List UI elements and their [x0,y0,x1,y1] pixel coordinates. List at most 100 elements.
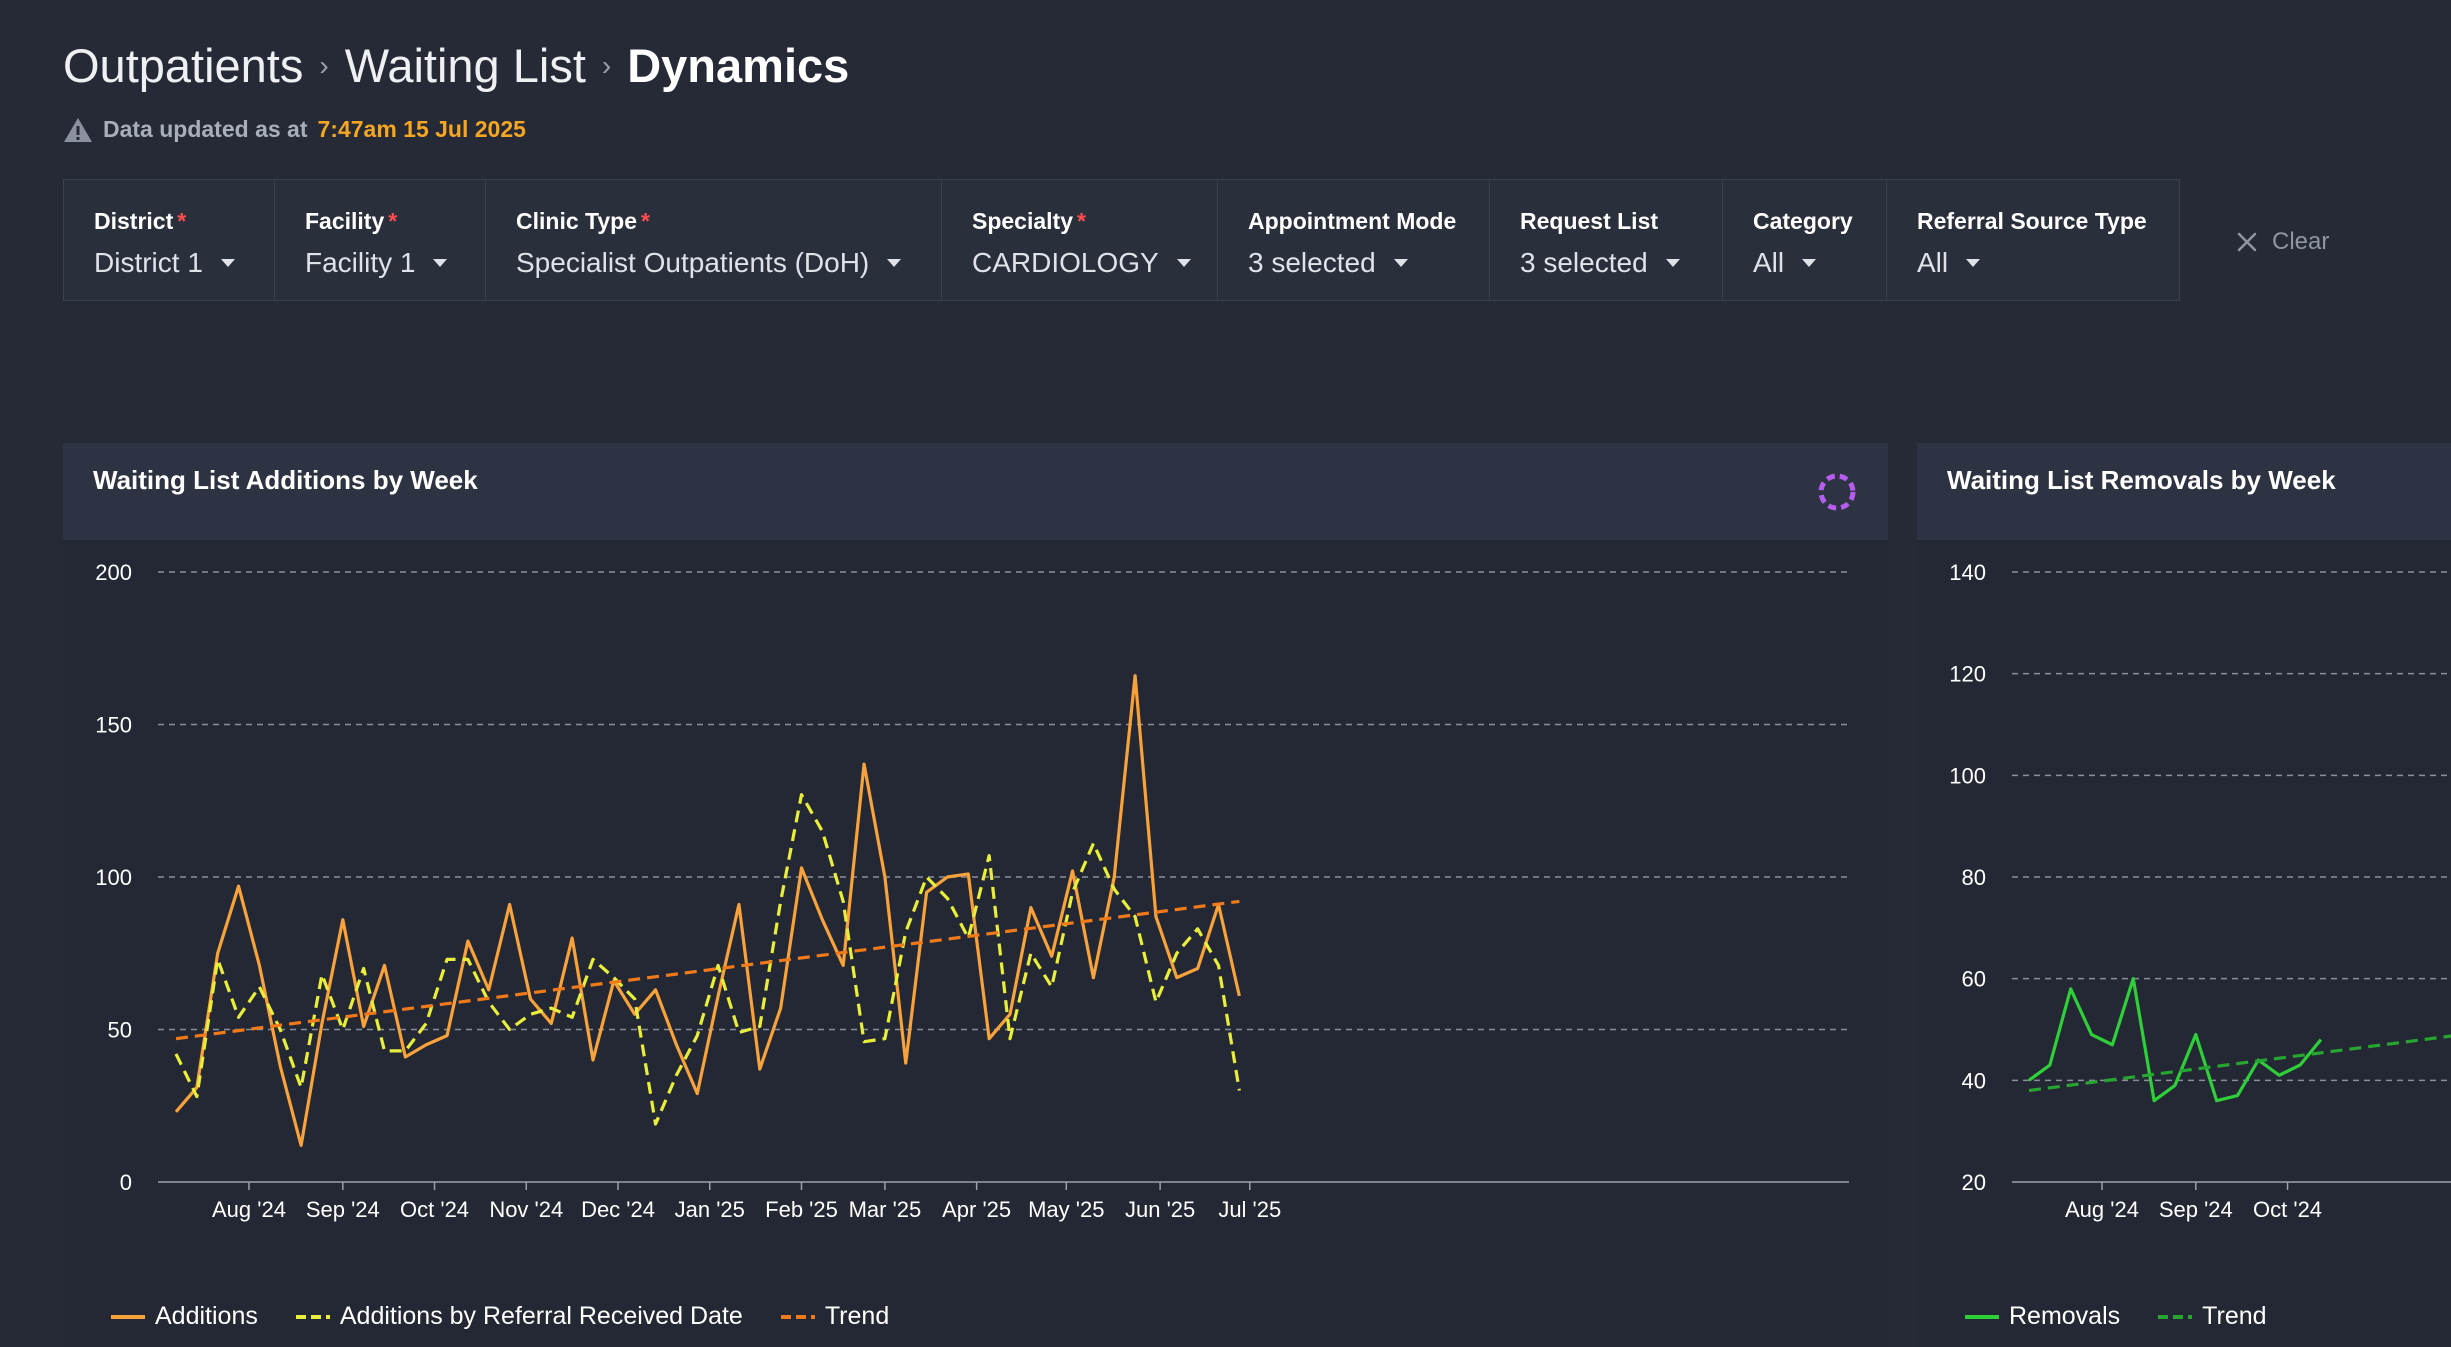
y-tick-label: 60 [1962,967,1986,992]
y-tick-label: 100 [95,865,132,890]
additions-chart-header: Waiting List Additions by Week [63,443,1888,540]
caret-down-icon [1393,259,1408,267]
additions-chart: 0 50 100 150 200 Aug '24 Sep '24 Oct '24 Nov '24… [95,560,1849,1222]
close-icon [2237,232,2257,252]
filter-district[interactable]: District * District 1 [64,180,275,300]
x-tick-label: Oct '24 [400,1197,469,1222]
legend-removals[interactable]: Removals [1965,1302,2120,1331]
filter-value: Facility 1 [305,247,416,278]
caret-down-icon [220,259,235,267]
x-tick-label: Jan '25 [675,1197,745,1222]
filter-label: Referral Source Type [1917,208,2147,234]
x-tick-label: Aug '24 [2065,1197,2139,1222]
required-marker: * [177,208,187,234]
filter-value: Specialist Outpatients (DoH) [516,247,870,278]
removals-chart-header: Waiting List Removals by Week [1917,443,2451,540]
series-line-removals [2028,977,2323,1103]
y-tick-label: 20 [1962,1170,1986,1195]
filter-value: 3 selected [1520,247,1648,278]
caret-down-icon [1176,259,1191,267]
filter-category[interactable]: Category All [1723,180,1887,300]
x-tick-label: Sep '24 [2159,1197,2233,1222]
filter-value: District 1 [94,247,203,278]
chevron-right-icon: › [319,49,329,81]
warning-icon [64,117,92,142]
filter-label: Request List [1520,208,1659,234]
legend-removals-trend[interactable]: Trend [2158,1302,2267,1331]
y-tick-label: 50 [108,1018,132,1043]
filter-value: All [1917,247,1949,278]
caret-down-icon [887,259,902,267]
page-title: Dynamics [627,39,850,92]
caret-down-icon [1966,259,1981,267]
additions-legend: Additions Additions by Referral Received… [111,1302,889,1331]
solid-line-swatch [111,1314,145,1319]
filter-label: District [94,208,174,234]
caret-down-icon [433,259,448,267]
filter-value: 3 selected [1248,247,1376,278]
dashed-line-swatch [295,1314,330,1319]
y-tick-label: 80 [1962,865,1986,890]
series-line-trend [2028,1034,2451,1093]
legend-label: Additions [155,1302,258,1330]
legend-label: Trend [2202,1302,2267,1330]
filter-label: Facility [305,208,385,234]
solid-line-swatch [1965,1314,1999,1319]
legend-additions[interactable]: Additions [111,1302,258,1331]
breadcrumb-outpatients[interactable]: Outpatients [63,39,304,92]
y-tick-label: 0 [120,1170,132,1195]
required-marker: * [1077,208,1086,234]
y-tick-label: 140 [1949,560,1986,585]
filter-appointment-mode[interactable]: Appointment Mode 3 selected [1218,180,1490,300]
dashed-line-swatch [780,1314,815,1319]
removals-chart: 20 40 60 80 100 120 140 Aug '24 Sep '24 Oct '24 [1949,560,2451,1222]
clear-filters-button[interactable]: Clear [2236,228,2329,256]
loading-spinner-icon [1818,473,1856,511]
legend-label: Removals [2009,1302,2121,1330]
series-line-additions [174,674,1241,1148]
filter-clinic-type[interactable]: Clinic Type * Specialist Outpatients (DoH… [486,180,942,300]
legend-label: Trend [824,1302,890,1330]
caret-down-icon [1802,259,1817,267]
filter-value: All [1753,247,1785,278]
filter-label: Specialty [972,208,1073,234]
required-marker: * [641,208,650,234]
series-line-additions-by-referral-received-date [174,793,1241,1126]
updated-timestamp: 7:47am 15 Jul 2025 [317,116,526,142]
filter-specialty[interactable]: Specialty * CARDIOLOGY [942,180,1218,300]
chevron-right-icon: › [601,49,612,81]
additions-chart-title: Waiting List Additions by Week [93,465,478,495]
removals-legend: Removals Trend [1965,1302,2267,1331]
filter-referral-source-type[interactable]: Referral Source Type All [1887,180,2179,300]
filter-label: Category [1753,208,1853,234]
x-tick-label: Feb '25 [765,1197,838,1222]
y-tick-label: 120 [1949,662,1986,687]
caret-down-icon [1665,259,1680,267]
x-tick-label: Dec '24 [581,1197,655,1222]
filter-label: Appointment Mode [1248,208,1457,234]
x-tick-label: Jul '25 [1218,1197,1281,1222]
removals-chart-title: Waiting List Removals by Week [1947,465,2336,495]
legend-trend[interactable]: Trend [780,1302,890,1331]
dashed-line-swatch [2158,1314,2193,1319]
legend-referral[interactable]: Additions by Referral Received Date [295,1302,743,1331]
removals-chart-panel: Waiting List Removals by Week 20 40 60 80 10… [1917,443,2451,1347]
y-tick-label: 40 [1962,1068,1986,1093]
x-tick-label: Sep '24 [306,1197,380,1222]
legend-label: Additions by Referral Received Date [339,1302,743,1330]
filter-request-list[interactable]: Request List 3 selected [1490,180,1723,300]
filter-facility[interactable]: Facility * Facility 1 [275,180,486,300]
updated-prefix: Data updated as at [103,116,308,142]
y-tick-label: 200 [95,560,132,585]
x-tick-label: Apr '25 [942,1197,1011,1222]
x-tick-label: Nov '24 [489,1197,563,1222]
data-updated-status: Data updated as at 7:47am 15 Jul 2025 [63,116,526,143]
breadcrumb: Outpatients › Waiting List › Dynamics [63,38,849,93]
series-line-trend [175,899,1240,1041]
filter-bar: District * District 1 Facility * Facility … [63,179,2180,301]
filter-value: CARDIOLOGY [972,247,1159,278]
required-marker: * [388,208,398,234]
x-tick-label: Mar '25 [849,1197,922,1222]
breadcrumb-waiting-list[interactable]: Waiting List [344,39,586,92]
clear-label: Clear [2272,228,2330,255]
